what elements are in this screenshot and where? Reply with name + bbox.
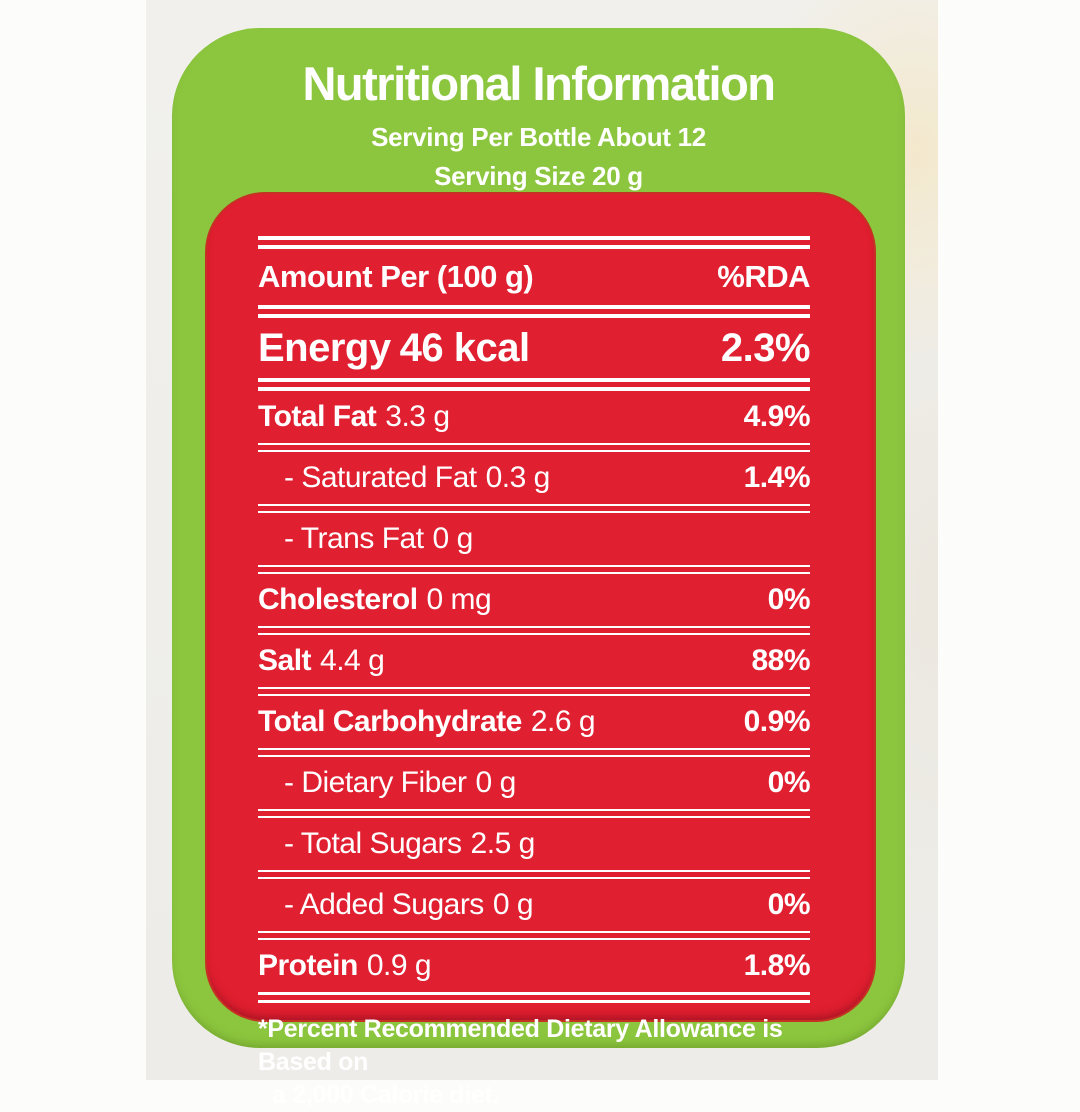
row-label: Total Fat 3.3 g <box>258 400 450 434</box>
nutrient-rda: 4.9% <box>743 400 811 433</box>
row-added-sugars: - Added Sugars 0 g 0% <box>258 879 811 931</box>
nutrient-rda: 88% <box>751 644 810 677</box>
nutrient-name: - Total Sugars <box>284 827 462 860</box>
divider <box>258 626 810 635</box>
nutrient-name: - Saturated Fat <box>284 461 477 494</box>
nutrient-amount: 46 kcal <box>399 325 530 370</box>
row-saturated-fat: - Saturated Fat 0.3 g 1.4% <box>258 452 811 504</box>
label-title: Nutritional Information <box>302 57 776 110</box>
nutrient-amount: 2.6 g <box>530 705 596 738</box>
nutrient-name: Protein <box>258 949 358 982</box>
nutrient-rda: 0.9% <box>743 705 811 738</box>
divider <box>258 565 810 574</box>
divider <box>258 809 810 818</box>
row-total-fat: Total Fat 3.3 g 4.9% <box>258 391 811 443</box>
nutrient-name: Cholesterol <box>258 583 418 616</box>
nutrient-name: - Trans Fat <box>284 522 424 555</box>
row-label: - Added Sugars 0 g <box>258 888 534 922</box>
rda-footnote: *Percent Recommended Dietary Allowance i… <box>258 1013 810 1112</box>
nutrient-amount: 4.4 g <box>320 644 385 677</box>
column-header-amount-per: Amount Per (100 g) <box>258 259 534 294</box>
divider <box>258 748 810 757</box>
divider <box>258 687 810 696</box>
divider <box>258 378 810 391</box>
nutrient-name: Total Fat <box>258 400 377 433</box>
nutrient-amount: 3.3 g <box>385 400 450 433</box>
nutrient-rda: 2.3% <box>720 325 811 370</box>
nutrient-name: - Dietary Fiber <box>284 766 467 799</box>
row-label: Energy 46 kcal <box>258 326 530 371</box>
nutrient-amount: 0.3 g <box>485 461 551 494</box>
nutrient-amount: 0 g <box>475 766 517 799</box>
nutrient-rda: 0% <box>767 766 811 799</box>
row-salt: Salt 4.4 g 88% <box>258 635 810 687</box>
nutrient-amount: 2.5 g <box>470 827 536 860</box>
nutrient-amount: 0.9 g <box>366 949 432 982</box>
row-dietary-fiber: - Dietary Fiber 0 g 0% <box>258 757 811 809</box>
column-header-rda: %RDA <box>717 259 810 294</box>
row-label: Total Carbohydrate 2.6 g <box>258 705 596 739</box>
nutrient-name: Energy <box>258 325 391 370</box>
nutrient-amount: 0 g <box>492 888 534 921</box>
row-label: Protein 0.9 g <box>258 949 432 983</box>
divider-bottom <box>258 992 810 1003</box>
nutrient-rda: 0% <box>767 888 811 921</box>
footnote-line-2: a 2,000 Calorie diet. <box>272 1081 500 1109</box>
row-label: - Dietary Fiber 0 g <box>258 766 516 800</box>
divider <box>258 305 810 318</box>
row-label: Cholesterol 0 mg <box>258 583 492 617</box>
divider <box>258 443 810 452</box>
row-label: Salt 4.4 g <box>258 644 385 678</box>
nutrition-label-card: Nutritional Information Serving Per Bott… <box>172 28 905 1109</box>
nutrient-name: Salt <box>258 644 312 677</box>
row-energy: Energy 46 kcal 2.3% <box>258 318 811 378</box>
divider <box>258 504 810 513</box>
nutrient-amount: 0 g <box>432 522 474 555</box>
row-cholesterol: Cholesterol 0 mg 0% <box>258 574 811 626</box>
row-label: - Total Sugars 2.5 g <box>258 827 535 861</box>
nutrient-name: Total Carbohydrate <box>258 705 522 738</box>
divider <box>258 870 810 879</box>
row-total-carbohydrate: Total Carbohydrate 2.6 g 0.9% <box>258 696 811 748</box>
nutrient-rda: 0% <box>767 583 811 616</box>
row-label: - Saturated Fat 0.3 g <box>258 461 550 495</box>
divider <box>258 931 810 940</box>
serving-per-bottle-text: Serving Per Bottle About 12 <box>371 122 706 152</box>
table-header-row: Amount Per (100 g) %RDA <box>258 249 810 305</box>
serving-size-text: Serving Size 20 g <box>434 161 643 191</box>
row-total-sugars: - Total Sugars 2.5 g <box>258 818 810 870</box>
row-protein: Protein 0.9 g 1.8% <box>258 940 811 992</box>
nutrient-amount: 0 mg <box>426 583 492 616</box>
footnote-line-1: *Percent Recommended Dietary Allowance i… <box>258 1015 783 1076</box>
row-label: - Trans Fat 0 g <box>258 522 473 556</box>
nutrient-rda: 1.8% <box>743 949 811 982</box>
divider-top <box>258 236 810 249</box>
nutrient-name: - Added Sugars <box>284 888 484 921</box>
row-trans-fat: - Trans Fat 0 g <box>258 513 810 565</box>
nutrition-facts-panel: Amount Per (100 g) %RDA Energy 46 kcal 2.… <box>205 192 876 1109</box>
nutrient-rda: 1.4% <box>743 461 811 494</box>
